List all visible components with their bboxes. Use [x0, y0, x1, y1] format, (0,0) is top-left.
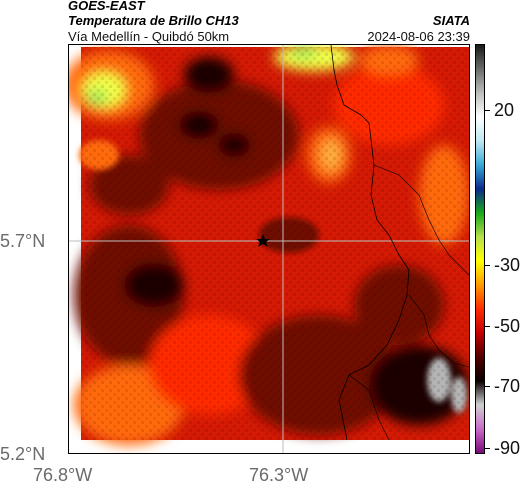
- colorbar-tick-minus30: [485, 265, 490, 266]
- lon-label-76.8: 76.8°W: [33, 465, 93, 485]
- colorbar-label-minus70: -70: [494, 376, 521, 396]
- star-icon: [256, 234, 270, 247]
- product-source-title: GOES-EAST: [68, 0, 145, 13]
- satellite-map[interactable]: [68, 44, 470, 454]
- boundary-line-south: [408, 294, 469, 368]
- timestamp-caption: 2024-08-06 23:39: [367, 29, 470, 44]
- lat-label-5.7: 5.7°N: [0, 231, 46, 251]
- field-texture: [81, 47, 469, 440]
- boundary-line-east: [373, 164, 469, 276]
- colorbar-tick-20: [485, 110, 490, 111]
- colorbar-tick-minus70: [485, 386, 490, 387]
- boundary-line-south-2: [348, 374, 390, 441]
- brightness-temperature-field: [69, 45, 469, 453]
- colorbar-label-20: 20: [494, 100, 515, 120]
- colorbar-tick-minus90: [485, 448, 490, 449]
- colorbar-label-minus90: -90: [494, 438, 521, 458]
- lon-label-76.3: 76.3°W: [249, 465, 309, 485]
- colorbar-label-minus30: -30: [494, 255, 521, 275]
- colorbar-tick-minus50: [485, 326, 490, 327]
- temperature-colorbar: [475, 44, 485, 454]
- region-caption: Vía Medellín - Quibdó 50km: [68, 29, 230, 44]
- product-name-title: Temperatura de Brillo CH13: [68, 13, 239, 28]
- agency-label: SIATA: [432, 13, 470, 28]
- colorbar-label-minus50: -50: [494, 316, 521, 336]
- lat-label-5.2: 5.2°N: [0, 444, 46, 464]
- boundary-line: [330, 45, 410, 441]
